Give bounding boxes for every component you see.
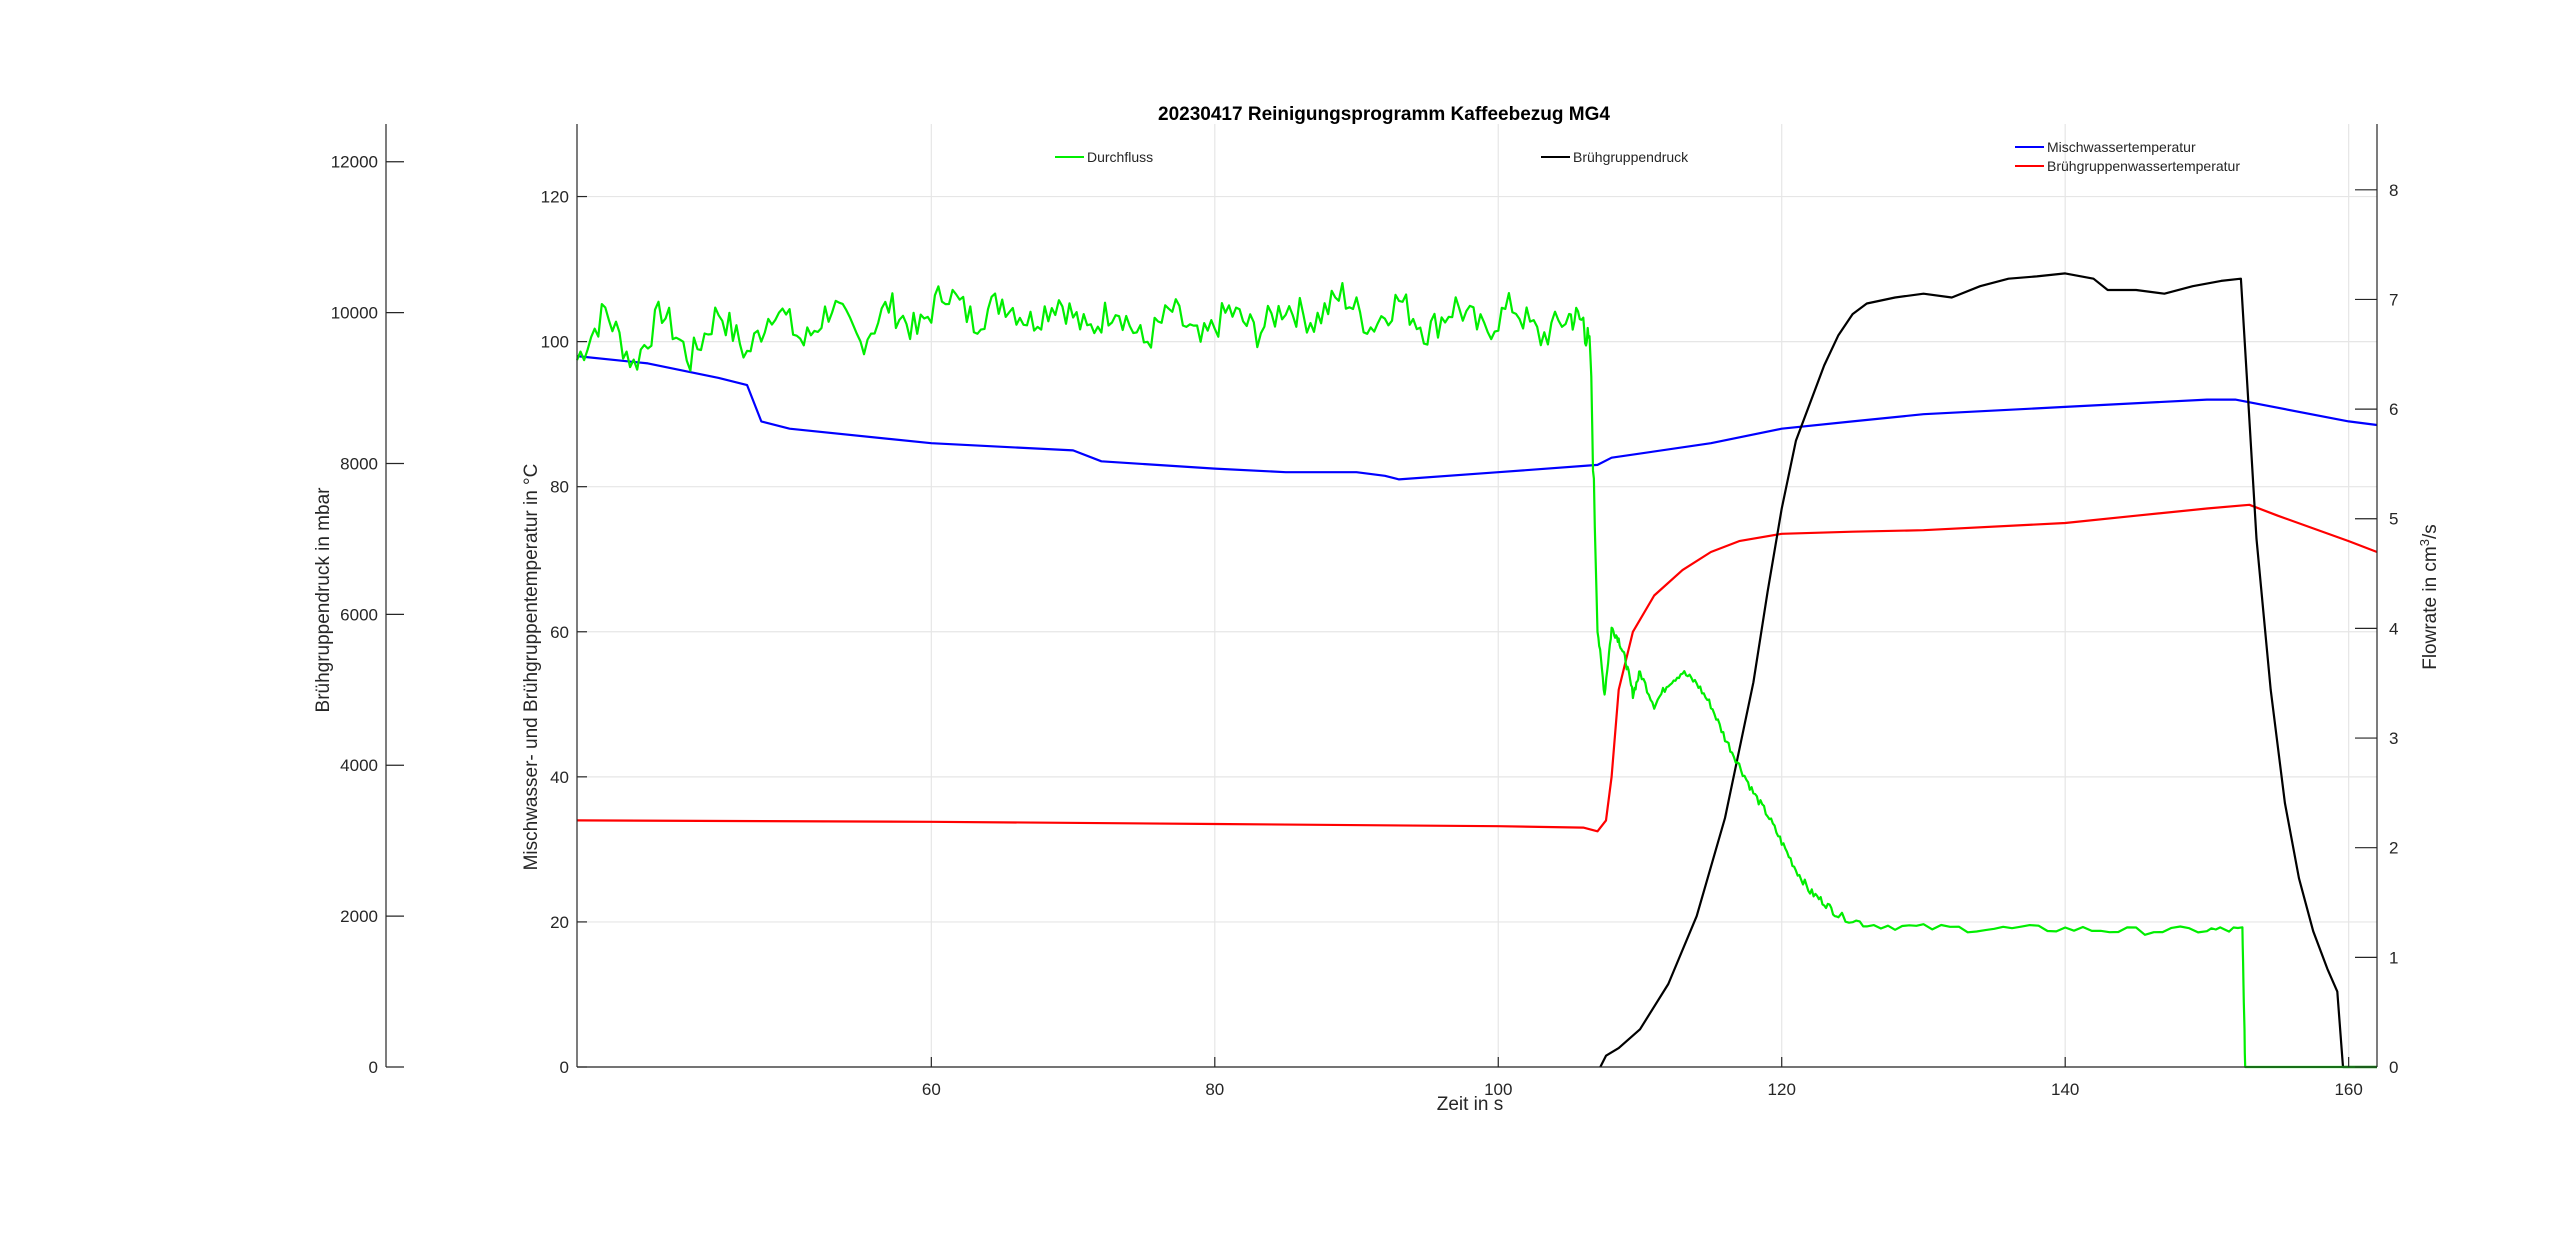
y-tick-label-temperature: 80 bbox=[550, 478, 569, 497]
x-tick-label: 80 bbox=[1205, 1080, 1224, 1099]
y-tick-label-flowrate: 4 bbox=[2389, 619, 2398, 638]
y-tick-label-pressure: 6000 bbox=[340, 605, 378, 624]
series-line-brhgruppenwassertemperatur bbox=[576, 503, 2378, 833]
x-axis-label: Zeit in s bbox=[1437, 1094, 1504, 1115]
y-axis-label-temperature: Mischwasser- und Brühgruppentemperatur i… bbox=[521, 464, 542, 871]
x-tick-label: 60 bbox=[922, 1080, 941, 1099]
y-tick-label-flowrate: 6 bbox=[2389, 400, 2398, 419]
legend-label-bruehgruppendruck: Brühgruppendruck bbox=[1573, 149, 1689, 165]
x-tick-label: 160 bbox=[2334, 1080, 2362, 1099]
chart-title: 20230417 Reinigungsprogramm Kaffeebezug … bbox=[1158, 104, 1610, 125]
plot-grid bbox=[577, 124, 2377, 1068]
y-tick-label-pressure: 2000 bbox=[340, 907, 378, 926]
y-tick-label-flowrate: 2 bbox=[2389, 839, 2398, 858]
y-tick-label-temperature: 40 bbox=[550, 768, 569, 787]
y-tick-label-temperature: 60 bbox=[550, 623, 569, 642]
y-axis-label-flowrate: Flowrate in cm3/s bbox=[2417, 524, 2441, 670]
series-line-mischwassertemperatur bbox=[576, 355, 2378, 481]
y-tick-label-temperature: 20 bbox=[550, 913, 569, 932]
y-tick-label-temperature: 100 bbox=[541, 333, 569, 352]
legend-label-bruehgruppenwasser: Brühgruppenwassertemperatur bbox=[2047, 158, 2240, 174]
y-tick-label-temperature: 120 bbox=[541, 188, 569, 207]
legend-label-mischwasser: Mischwassertemperatur bbox=[2047, 139, 2196, 155]
flowrate-label-main: Flowrate in cm bbox=[2420, 546, 2441, 670]
y-tick-label-pressure: 12000 bbox=[331, 153, 378, 172]
y-tick-label-pressure: 0 bbox=[369, 1058, 378, 1077]
series-line-durchfluss bbox=[575, 282, 2377, 1069]
x-tick-label: 120 bbox=[1768, 1080, 1796, 1099]
flowrate-label-sup: 3 bbox=[2417, 539, 2432, 546]
legend-label-durchfluss: Durchfluss bbox=[1087, 149, 1153, 165]
y-tick-label-pressure: 4000 bbox=[340, 756, 378, 775]
y-tick-label-flowrate: 7 bbox=[2389, 290, 2398, 309]
y-tick-label-flowrate: 3 bbox=[2389, 729, 2398, 748]
y-axis-label-pressure: Brühgruppendruck in mbar bbox=[313, 487, 334, 713]
x-tick-label: 100 bbox=[1484, 1080, 1512, 1099]
legend-durchfluss: Durchfluss bbox=[1055, 149, 1153, 165]
y-tick-label-pressure: 10000 bbox=[331, 304, 378, 323]
y-tick-label-flowrate: 5 bbox=[2389, 510, 2398, 529]
y-tick-label-temperature: 0 bbox=[560, 1058, 569, 1077]
legend-temperatures: Mischwassertemperatur Brühgruppenwassert… bbox=[2015, 139, 2240, 174]
y-tick-label-flowrate: 0 bbox=[2389, 1058, 2398, 1077]
plot-axes: 60 80 100 120 140 160020406080100120020004000… bbox=[331, 124, 2398, 1099]
series-line-brhgruppendruck bbox=[1599, 272, 2377, 1069]
plot-series bbox=[575, 272, 2378, 1069]
y-tick-label-flowrate: 1 bbox=[2389, 948, 2398, 967]
legend-bruehgruppendruck: Brühgruppendruck bbox=[1541, 149, 1689, 165]
y-tick-label-pressure: 8000 bbox=[340, 454, 378, 473]
flowrate-label-tail: /s bbox=[2420, 524, 2441, 539]
x-tick-label: 140 bbox=[2051, 1080, 2079, 1099]
y-tick-label-flowrate: 8 bbox=[2389, 181, 2398, 200]
